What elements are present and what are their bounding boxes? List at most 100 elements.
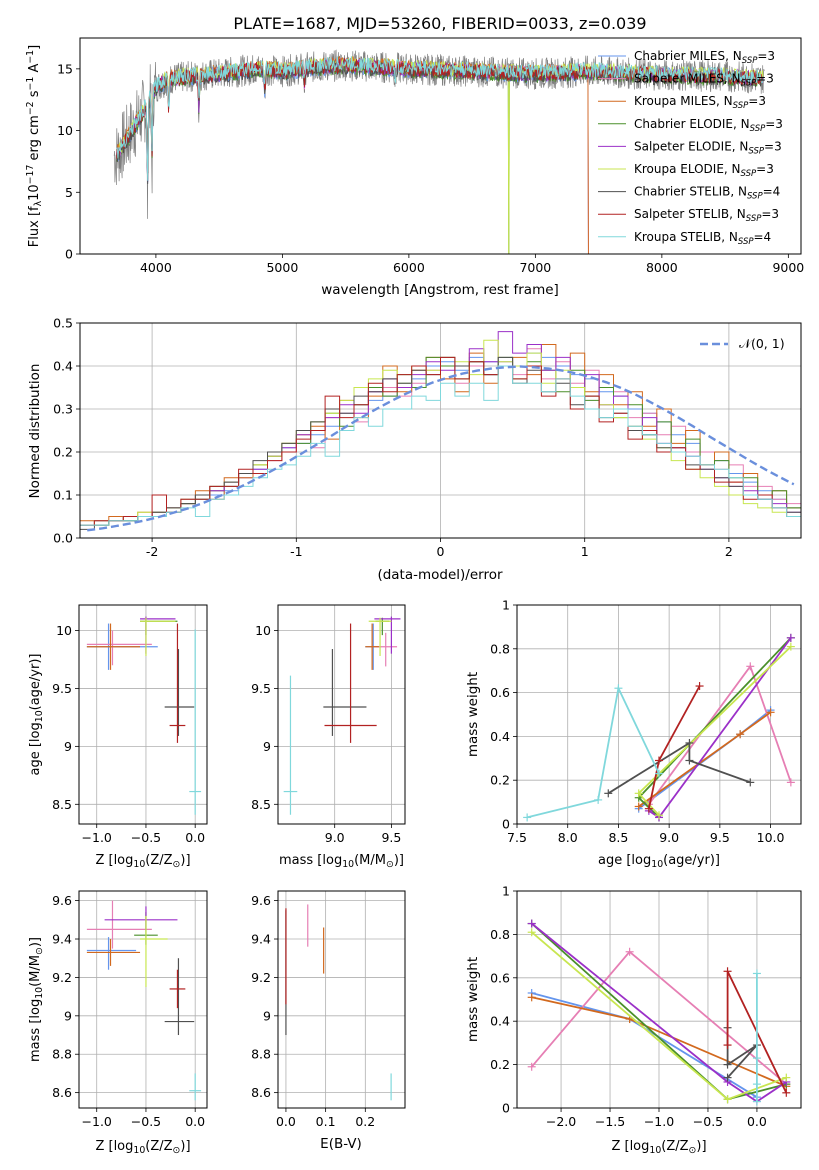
x-tick-label: −1.0 bbox=[644, 1114, 674, 1129]
legend-entry-subscript: SSP bbox=[747, 192, 763, 202]
y-axis-label-part: )] bbox=[28, 937, 43, 947]
y-tick-label: 8.6 bbox=[52, 1085, 72, 1100]
axes-ebv: 0.0 0.1 0.2 8.6 8.8 9 9.2 9.4 9.6 E(B-V) bbox=[251, 890, 406, 1152]
x-tick-label: 1 bbox=[581, 544, 589, 559]
axes-mass_weight_vs_Z: −2.0 −1.5 −1.0 −0.5 0.0 0 0.2 0.4 0.6 0.8 1 Z [log1… bbox=[465, 884, 802, 1156]
legend-entry: Kroupa ELODIE, NSSP=3 bbox=[634, 162, 774, 179]
y-tick-label: 8.6 bbox=[251, 1085, 271, 1100]
x-axis-label-part: Z [log bbox=[95, 1139, 133, 1154]
x-tick-label: 0.0 bbox=[747, 1114, 767, 1129]
y-axis-label-part: −17 bbox=[25, 165, 36, 185]
y-axis-label: mass [log10(M/M⊙)] bbox=[28, 937, 45, 1062]
y-tick-label: 0.1 bbox=[53, 488, 73, 503]
axes-mass_weight_vs_age: 7.5 8.0 8.5 9.0 9.5 10.0 0 0.2 0.4 0.6 0.8 1 age [lo… bbox=[465, 598, 802, 870]
y-tick-label: 9 bbox=[64, 739, 72, 754]
y-axis-label: mass weight bbox=[465, 957, 481, 1042]
y-tick-label: 9.4 bbox=[251, 932, 271, 947]
x-axis-label-part: ⊙ bbox=[173, 1145, 181, 1156]
y-axis-label-part: mass [log bbox=[28, 999, 43, 1062]
y-axis-label-part: (age/yr)] bbox=[28, 654, 43, 711]
y-axis-label-part: −2 bbox=[25, 101, 36, 115]
x-axis-label-part: 10 bbox=[133, 1145, 145, 1156]
frame-mass_weight_vs_Z: −2.0 −1.5 −1.0 −0.5 0.0 0 0.2 0.4 0.6 0.8 1 Z [log1… bbox=[465, 884, 802, 1156]
x-axis-label: wavelength [Angstrom, rest frame] bbox=[321, 282, 559, 298]
legend-entry: Chabrier MILES, NSSP=3 bbox=[634, 49, 775, 66]
y-tick-label: 0.2 bbox=[490, 1057, 510, 1072]
y-axis-label-part: 10 bbox=[34, 987, 45, 999]
legend-entry: Kroupa MILES, NSSP=3 bbox=[634, 94, 766, 111]
x-tick-label: 0.0 bbox=[276, 1114, 296, 1129]
legend-entry: Chabrier ELODIE, NSSP=3 bbox=[634, 117, 783, 134]
legend-entry-count: =4 bbox=[763, 185, 781, 199]
legend-entry-subscript: SSP bbox=[750, 124, 766, 134]
legend-entry-subscript: SSP bbox=[748, 146, 764, 156]
x-tick-label: −0.5 bbox=[693, 1114, 723, 1129]
x-tick-label: 4000 bbox=[140, 260, 172, 275]
x-axis-label-part: (age/yr)] bbox=[663, 853, 720, 868]
plot-area-mass_weight_vs_age bbox=[523, 633, 795, 822]
legend-entry-name: Kroupa MILES, N bbox=[634, 94, 733, 108]
y-axis-label: mass weight bbox=[465, 672, 481, 757]
plot-area-mass_weight_vs_Z bbox=[527, 919, 791, 1106]
y-tick-label: 9.5 bbox=[52, 681, 72, 696]
histogram-step bbox=[80, 365, 801, 538]
mass-weight-line bbox=[526, 685, 660, 819]
y-axis-label-part: ] bbox=[27, 45, 42, 50]
x-axis-label-part: (M/M bbox=[354, 853, 386, 868]
axes-residuals: -2 -1 0 1 2 0.0 0.1 0.2 0.3 0.4 0.5 (data-model)/er… bbox=[27, 316, 802, 583]
x-axis-label-part: mass [log bbox=[279, 853, 342, 868]
x-axis-label: Z [log10(Z/Z⊙)] bbox=[95, 1139, 190, 1156]
y-tick-label: 0 bbox=[502, 1101, 510, 1116]
axes-frame bbox=[78, 604, 208, 825]
y-tick-label: 10 bbox=[255, 623, 271, 638]
x-tick-label: 8.0 bbox=[558, 830, 578, 845]
plot-area-spectrum bbox=[113, 49, 765, 254]
frame-mass_vs_Z: −1.0 −0.5 0.08.68.899.29.49.6Z [log10(Z/Z⊙… bbox=[28, 890, 208, 1156]
x-axis-label-part: Z [log bbox=[95, 853, 133, 868]
axes-spectrum: 4000 5000 6000 7000 8000 9000 0 5 10 15 wavelength… bbox=[25, 37, 804, 298]
x-tick-label: 10.0 bbox=[757, 830, 785, 845]
y-axis-label-part: Flux [f bbox=[27, 206, 42, 247]
x-tick-label: 0.1 bbox=[316, 1114, 336, 1129]
x-tick-label: 9.0 bbox=[659, 830, 679, 845]
histogram-step bbox=[80, 356, 801, 538]
plots-layer: 4000 5000 6000 7000 8000 9000051015wavelength… bbox=[25, 37, 804, 1156]
model-spectrum-line bbox=[116, 56, 764, 181]
x-tick-label: 9.5 bbox=[381, 830, 401, 845]
x-tick-label: −1.0 bbox=[82, 830, 112, 845]
x-tick-label: 9000 bbox=[772, 260, 804, 275]
x-axis-label-part: ⊙ bbox=[173, 859, 181, 870]
y-tick-label: 9 bbox=[263, 1008, 271, 1023]
legend-entry-count: =3 bbox=[765, 117, 783, 131]
y-axis-label-part: (M/M bbox=[28, 955, 43, 987]
legend-entry-name: Chabrier MILES, N bbox=[634, 49, 742, 63]
y-tick-label: 5 bbox=[65, 185, 73, 200]
y-tick-label: 0.6 bbox=[490, 685, 510, 700]
x-axis-label-part: 10 bbox=[649, 1145, 661, 1156]
frame-residuals: -2 -1 0 1 2 0.0 0.1 0.2 0.3 0.4 0.5 (data-model)/er… bbox=[27, 316, 802, 583]
y-tick-label: 0.4 bbox=[53, 359, 73, 374]
x-tick-label: 0.0 bbox=[185, 830, 205, 845]
x-axis-label: age [log10(age/yr)] bbox=[598, 853, 720, 870]
y-tick-label: 0.8 bbox=[490, 641, 510, 656]
legend-entry: Salpeter MILES, NSSP=3 bbox=[634, 72, 774, 89]
normal-reference-curve bbox=[87, 365, 795, 532]
legend-entry-name: Kroupa ELODIE, N bbox=[634, 162, 741, 176]
x-axis-label: Z [log10(Z/Z⊙)] bbox=[95, 853, 190, 870]
x-tick-label: 5000 bbox=[266, 260, 298, 275]
y-tick-label: 9.6 bbox=[251, 893, 271, 908]
y-tick-label: 1 bbox=[502, 884, 510, 899]
y-tick-label: 0.4 bbox=[490, 1014, 510, 1029]
x-tick-label: 7000 bbox=[519, 260, 551, 275]
y-tick-label: 15 bbox=[57, 61, 73, 76]
x-tick-label: 0.0 bbox=[185, 1114, 205, 1129]
x-tick-label: 8000 bbox=[646, 260, 678, 275]
y-tick-label: 8.8 bbox=[251, 1047, 271, 1062]
y-tick-label: 0.5 bbox=[53, 316, 73, 331]
mass-weight-line bbox=[607, 741, 751, 795]
y-axis-label-part: 10 bbox=[27, 184, 42, 201]
y-tick-label: 8.8 bbox=[52, 1047, 72, 1062]
